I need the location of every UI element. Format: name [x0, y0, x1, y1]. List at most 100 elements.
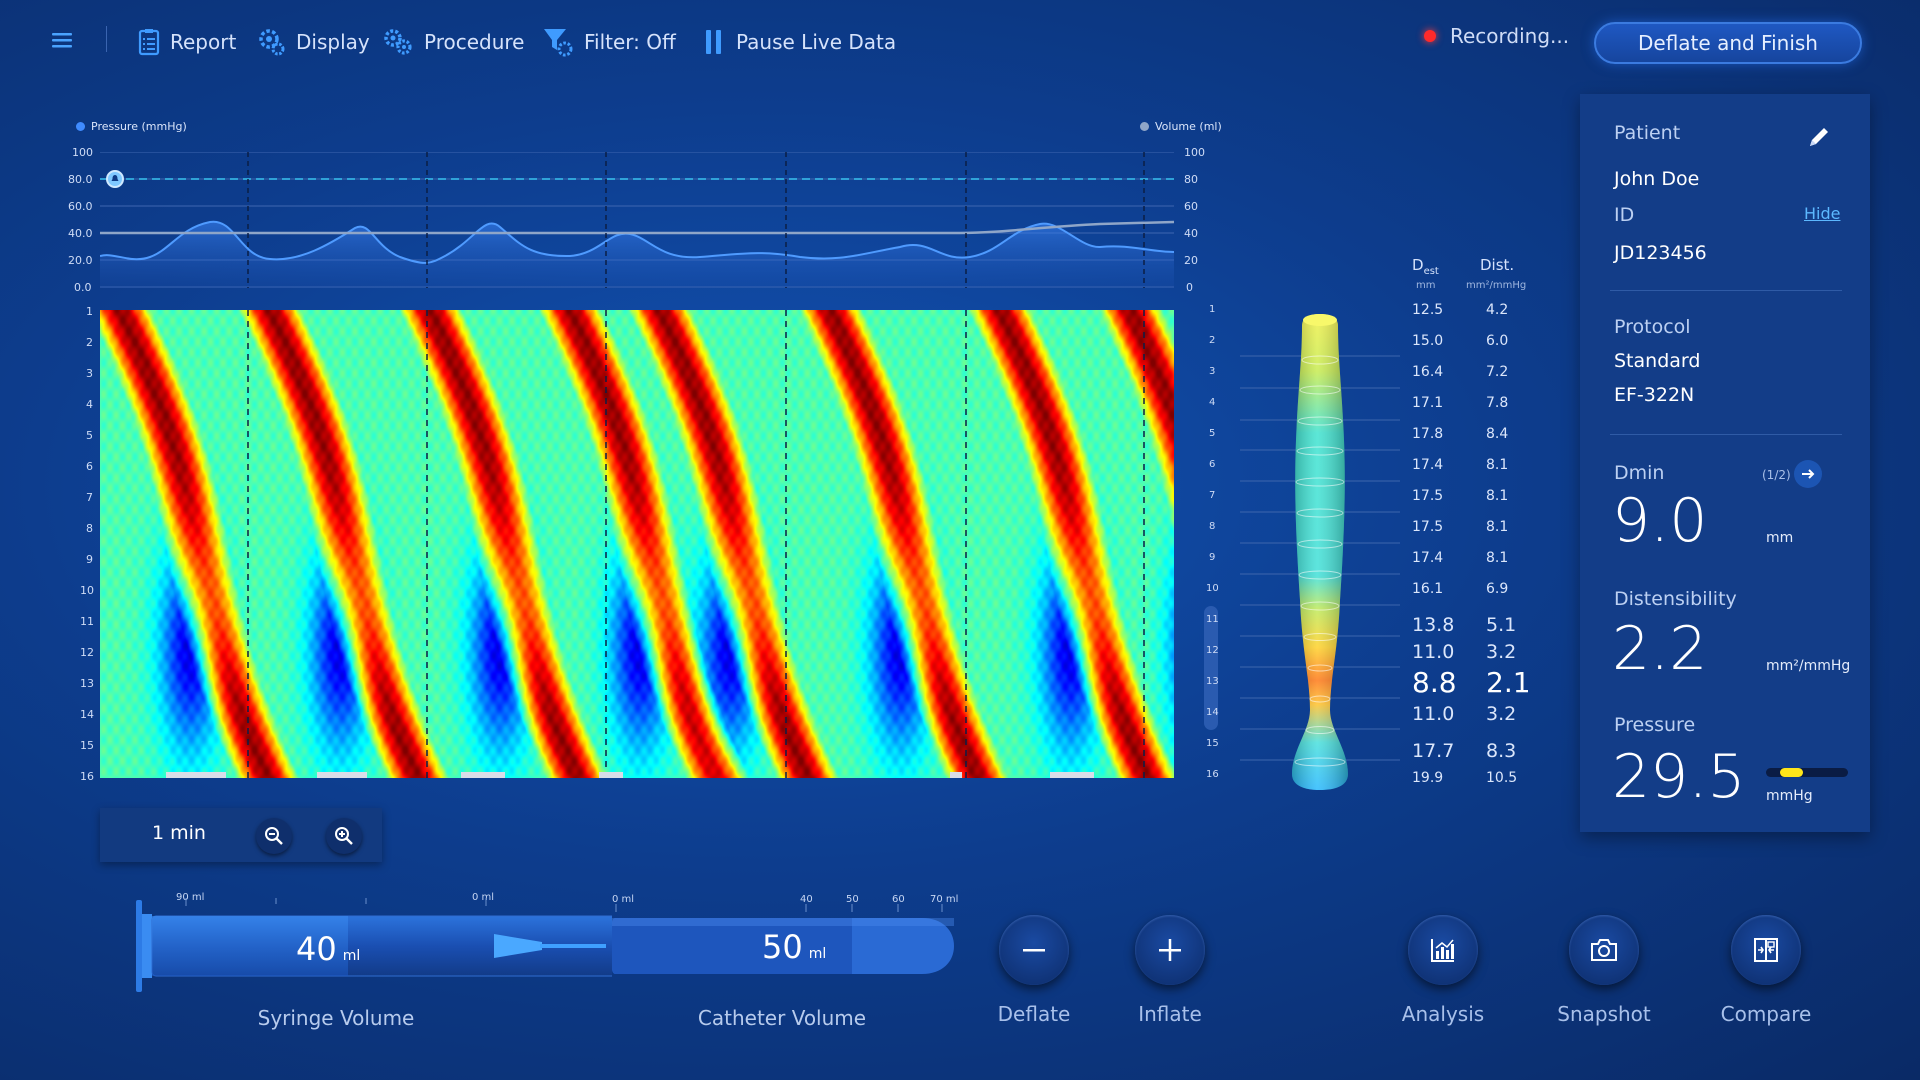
dist-value-selected: 2.1 — [1486, 666, 1531, 699]
pause-live-data-button[interactable]: Pause Live Data — [704, 22, 896, 62]
d-est-value: 17.5 — [1412, 488, 1444, 504]
row-tick: 8 — [1209, 521, 1216, 532]
catheter-geometry-view — [1240, 314, 1400, 790]
filter-toggle[interactable]: Filter: Off — [542, 22, 676, 62]
pause-icon — [706, 30, 721, 54]
patient-name: John Doe — [1614, 168, 1700, 190]
dist-value: 8.1 — [1486, 457, 1509, 473]
d-est-value-selected: 8.8 — [1412, 666, 1457, 699]
dist-value: 5.1 — [1486, 614, 1517, 636]
report-label: Report — [170, 30, 237, 54]
d-est-value: 17.1 — [1412, 395, 1444, 411]
protocol-label: Protocol — [1614, 316, 1691, 338]
deflate-and-finish-button[interactable]: Deflate and Finish — [1594, 22, 1862, 64]
row-tick: 8 — [86, 522, 93, 535]
row-tick: 16 — [1206, 769, 1219, 780]
catheter-scale-tick: 70 ml — [930, 894, 959, 905]
selected-rows-highlight — [1204, 606, 1218, 730]
dist-unit: mm²/mmHg — [1466, 280, 1527, 291]
volume-tick: 40 — [1184, 227, 1198, 240]
d-est-subscript: est — [1423, 266, 1439, 277]
row-tick: 6 — [86, 460, 93, 473]
threshold-handle[interactable] — [106, 170, 124, 188]
zoom-in-button[interactable] — [326, 818, 362, 854]
pressure-tick: 0.0 — [74, 281, 92, 294]
pencil-icon — [1810, 128, 1828, 146]
d-est-header: Dest — [1412, 256, 1439, 277]
filter-label: Filter: Off — [584, 30, 676, 54]
time-zoom-control: 1 min — [100, 808, 382, 862]
camera-icon — [1591, 939, 1617, 961]
volume-tick: 60 — [1184, 200, 1198, 213]
pressure-heatmap — [100, 310, 1174, 778]
inflate-button[interactable] — [1135, 915, 1205, 985]
pressure-legend: Pressure (mmHg) — [76, 120, 187, 133]
syringe-volume-readout: 40 ml — [296, 930, 360, 968]
dmin-page-indicator: (1/2) — [1762, 468, 1791, 482]
pause-label: Pause Live Data — [736, 30, 897, 54]
distensibility-label: Distensibility — [1614, 588, 1737, 610]
row-tick: 14 — [1206, 707, 1219, 718]
syringe-graphic — [136, 898, 612, 992]
toolbar-divider — [106, 26, 107, 52]
catheter-graphic — [612, 904, 954, 974]
snapshot-button[interactable] — [1569, 915, 1639, 985]
zoom-in-icon — [335, 827, 353, 845]
analysis-chart-icon — [1431, 939, 1454, 962]
report-button[interactable]: Report — [138, 22, 236, 62]
d-est-unit: mm — [1416, 280, 1436, 291]
d-est-header-text: D — [1412, 256, 1424, 274]
procedure-button[interactable]: Procedure — [382, 22, 525, 62]
dist-value: 8.3 — [1486, 740, 1517, 762]
compare-button[interactable] — [1731, 915, 1801, 985]
zoom-out-button[interactable] — [256, 818, 292, 854]
edit-patient-button[interactable] — [1806, 124, 1832, 150]
protocol-name: Standard — [1614, 350, 1701, 372]
filter-icon — [544, 29, 573, 57]
row-tick: 14 — [80, 708, 94, 721]
pressure-legend-swatch — [76, 122, 85, 131]
plus-icon — [1159, 939, 1181, 961]
dmin-label: Dmin — [1614, 462, 1665, 484]
dist-value: 8.1 — [1486, 550, 1509, 566]
patient-id: JD123456 — [1614, 242, 1707, 264]
display-label: Display — [296, 30, 370, 54]
hide-id-link[interactable]: Hide — [1804, 204, 1841, 223]
row-tick: 2 — [1209, 335, 1216, 346]
d-est-value: 17.5 — [1412, 519, 1444, 535]
syringe-needle — [494, 934, 606, 958]
volume-trace — [100, 220, 1174, 235]
report-icon — [138, 29, 160, 56]
dist-value: 7.2 — [1486, 364, 1509, 380]
d-est-value: 19.9 — [1412, 770, 1444, 786]
volume-tick: 0 — [1186, 281, 1193, 294]
analysis-button[interactable] — [1408, 915, 1478, 985]
menu-button[interactable] — [48, 26, 76, 54]
d-est-value: 17.7 — [1412, 740, 1455, 762]
row-tick: 5 — [86, 429, 93, 442]
row-tick: 9 — [1209, 552, 1216, 563]
row-tick: 6 — [1209, 459, 1216, 470]
volume-tick: 100 — [1184, 146, 1205, 159]
pressure-unit: mmHg — [1766, 788, 1813, 804]
row-tick: 12 — [1206, 645, 1219, 656]
pressure-tick: 80.0 — [68, 173, 93, 186]
pressure-area — [100, 221, 1174, 288]
row-tick: 1 — [1209, 304, 1216, 315]
dmin-next-button[interactable] — [1794, 460, 1822, 488]
row-tick: 10 — [1206, 583, 1219, 594]
volume-legend-label: Volume (ml) — [1155, 120, 1222, 133]
protocol-code: EF-322N — [1614, 384, 1695, 406]
dist-value: 6.0 — [1486, 333, 1509, 349]
time-window-label: 1 min — [152, 822, 206, 844]
pressure-tick: 100 — [72, 146, 93, 159]
row-tick: 15 — [1206, 738, 1219, 749]
d-est-value: 11.0 — [1412, 641, 1455, 663]
syringe-volume-unit: ml — [342, 948, 361, 964]
deflate-button[interactable] — [999, 915, 1069, 985]
row-tick: 4 — [86, 398, 93, 411]
display-button[interactable]: Display — [256, 22, 370, 62]
d-est-value: 11.0 — [1412, 703, 1455, 725]
row-tick: 7 — [86, 491, 93, 504]
recording-dot-icon — [1424, 30, 1436, 42]
